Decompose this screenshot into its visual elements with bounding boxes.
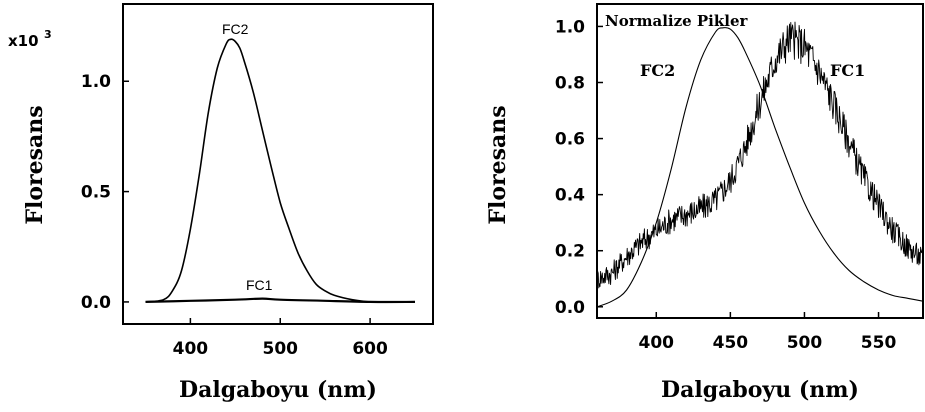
left-series-label-fc2: FC2 <box>222 21 249 37</box>
left-x-tick-label: 400 <box>173 339 209 359</box>
right-y-tick-label: 0.8 <box>555 74 585 94</box>
right-x-tick-label: 500 <box>787 333 823 353</box>
left-chart: 400 500 600 0.0 0.5 1.0 x10 3 Floresans Dalga… <box>8 3 434 403</box>
right-x-axis-title: Dalgaboyu (nm) <box>661 377 859 403</box>
left-series-line-fc1 <box>145 297 416 304</box>
left-x-tick-label: 600 <box>352 339 388 359</box>
left-y-tick-label: 0.0 <box>81 293 111 313</box>
left-series-line-fc2 <box>145 38 415 303</box>
right-series-line-fc1 <box>597 21 923 289</box>
left-y-multiplier-exp: 3 <box>44 28 52 41</box>
right-series-label-fc1: FC1 <box>830 61 865 80</box>
right-x-tick-label: 400 <box>639 333 675 353</box>
right-chart-title: Normalize Pikler <box>605 12 749 30</box>
right-plot-frame <box>596 3 924 319</box>
right-series-line-fc2 <box>597 27 923 308</box>
right-x-tick-label: 550 <box>861 333 897 353</box>
left-plot-frame <box>122 3 434 325</box>
left-series-label-fc1: FC1 <box>246 277 273 293</box>
right-y-tick-label: 0.2 <box>555 242 585 262</box>
right-series-label-fc2: FC2 <box>640 61 675 80</box>
right-chart: 400 450 500 550 0.0 0.2 0.4 0.6 0.8 1.0 Normalize… <box>485 3 924 403</box>
right-y-tick-label: 0.0 <box>555 298 585 318</box>
left-x-axis-title: Dalgaboyu (nm) <box>179 377 377 403</box>
left-y-tick-label: 0.5 <box>81 183 111 203</box>
left-y-multiplier: x10 <box>8 32 39 50</box>
left-y-tick-label: 1.0 <box>81 72 111 92</box>
left-x-tick-label: 500 <box>262 339 298 359</box>
right-y-axis-title: Floresans <box>485 105 511 224</box>
right-y-tick-label: 0.4 <box>555 186 585 206</box>
right-y-tick-label: 0.6 <box>555 130 585 150</box>
right-x-tick-label: 450 <box>713 333 749 353</box>
right-y-tick-label: 1.0 <box>555 17 585 37</box>
left-y-axis-title: Floresans <box>22 105 48 224</box>
